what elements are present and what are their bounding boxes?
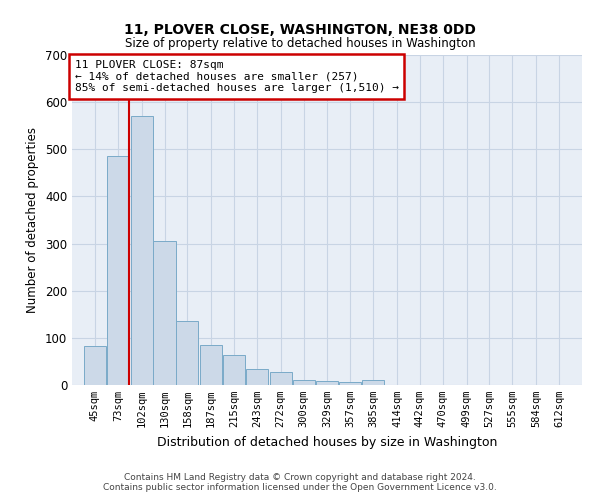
- Bar: [339, 382, 361, 385]
- Bar: [154, 241, 176, 385]
- Bar: [223, 356, 245, 385]
- Bar: [107, 156, 129, 385]
- Text: Size of property relative to detached houses in Washington: Size of property relative to detached ho…: [125, 38, 475, 51]
- Bar: [84, 346, 106, 385]
- Bar: [316, 381, 338, 385]
- Text: Contains public sector information licensed under the Open Government Licence v3: Contains public sector information licen…: [103, 484, 497, 492]
- Text: Contains HM Land Registry data © Crown copyright and database right 2024.: Contains HM Land Registry data © Crown c…: [124, 474, 476, 482]
- Bar: [293, 380, 315, 385]
- Bar: [176, 322, 199, 385]
- Text: 11 PLOVER CLOSE: 87sqm
← 14% of detached houses are smaller (257)
85% of semi-de: 11 PLOVER CLOSE: 87sqm ← 14% of detached…: [74, 60, 398, 93]
- Y-axis label: Number of detached properties: Number of detached properties: [26, 127, 40, 313]
- Bar: [362, 380, 385, 385]
- Bar: [246, 368, 268, 385]
- Bar: [131, 116, 152, 385]
- X-axis label: Distribution of detached houses by size in Washington: Distribution of detached houses by size …: [157, 436, 497, 448]
- Text: 11, PLOVER CLOSE, WASHINGTON, NE38 0DD: 11, PLOVER CLOSE, WASHINGTON, NE38 0DD: [124, 22, 476, 36]
- Bar: [200, 345, 222, 385]
- Bar: [269, 372, 292, 385]
